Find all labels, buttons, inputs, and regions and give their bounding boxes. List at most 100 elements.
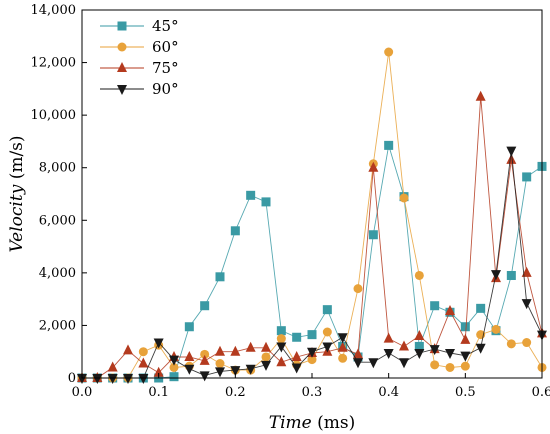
legend-label: 90° (152, 80, 179, 98)
data-point (276, 326, 286, 336)
data-point (246, 190, 256, 200)
data-point (215, 367, 225, 378)
data-point (291, 363, 302, 374)
y-tick-label: 0 (68, 371, 76, 386)
data-point (138, 347, 148, 357)
data-point (261, 360, 271, 371)
data-point (353, 348, 363, 359)
data-point (123, 374, 133, 384)
data-point (383, 332, 394, 343)
data-point (215, 345, 225, 356)
x-tick-label: 0.6 (532, 385, 550, 400)
legend-marker (117, 21, 127, 31)
data-point (261, 352, 271, 362)
data-point (169, 355, 179, 366)
data-point (230, 226, 240, 236)
data-point (445, 304, 455, 315)
data-point (475, 90, 486, 101)
data-point (368, 358, 379, 369)
data-point (445, 362, 455, 372)
data-point (199, 371, 210, 382)
data-point (77, 374, 87, 384)
y-tick-label: 14,000 (31, 3, 77, 18)
legend-label: 45° (152, 17, 179, 35)
data-point (107, 374, 118, 384)
data-point (399, 340, 409, 351)
y-axis-title-main: Velocity (7, 184, 27, 252)
data-point (92, 374, 103, 384)
legend-item: 90° (100, 80, 179, 98)
data-point (368, 161, 379, 172)
data-point (414, 349, 425, 360)
data-point (276, 342, 287, 353)
data-point (491, 270, 501, 281)
y-tick-label: 2,000 (39, 318, 76, 333)
data-point (338, 353, 348, 363)
series-layer (77, 47, 547, 384)
data-point (460, 322, 470, 332)
data-point (291, 350, 302, 361)
legend-marker (117, 42, 127, 52)
data-point (399, 358, 409, 369)
data-point (383, 349, 394, 360)
data-point (138, 357, 149, 368)
x-tick-label: 0.0 (72, 385, 93, 400)
x-tick-label: 0.3 (302, 385, 323, 400)
y-tick-label: 8,000 (39, 161, 76, 176)
data-point (522, 172, 532, 182)
x-tick-label: 0.4 (378, 385, 399, 400)
x-tick-label: 0.1 (148, 385, 169, 400)
data-point (384, 140, 394, 150)
data-point (322, 305, 332, 315)
data-point (460, 361, 470, 371)
data-point (384, 47, 394, 57)
legend-item: 45° (100, 17, 179, 35)
y-axis-title: Velocity (m/s) (7, 135, 27, 252)
data-point (460, 333, 471, 344)
data-point (138, 374, 149, 384)
series-0 (77, 140, 547, 383)
axis-layer: 0.0 0.1 0.2 0.3 0.4 0.5 0.6 0 2,000 4,000 6,000 8,0… (31, 3, 550, 400)
data-point (322, 342, 333, 353)
data-point (429, 345, 440, 356)
data-point (307, 355, 317, 365)
data-point (261, 341, 271, 352)
data-point (521, 299, 532, 310)
data-point (476, 303, 486, 313)
data-point (215, 272, 225, 282)
y-tick-label: 4,000 (39, 266, 76, 281)
data-point (307, 330, 317, 340)
data-point (506, 339, 516, 349)
data-point (200, 301, 210, 311)
data-point (368, 230, 378, 240)
data-point (307, 347, 317, 358)
y-tick-label: 12,000 (31, 56, 77, 71)
data-point (153, 366, 164, 377)
data-point (184, 322, 194, 332)
y-axis-title-unit: (m/s) (7, 135, 27, 184)
series-line (82, 150, 543, 379)
data-point (353, 284, 363, 294)
data-point (107, 361, 118, 372)
data-point (169, 362, 179, 372)
data-point (430, 360, 440, 370)
legend-item: 75° (100, 59, 179, 77)
legend-marker (117, 85, 127, 95)
legend-marker (117, 62, 127, 72)
data-point (153, 338, 164, 349)
x-axis-title-unit: (ms) (312, 413, 356, 433)
data-point (184, 350, 195, 361)
data-point (184, 364, 195, 375)
data-point (123, 344, 133, 355)
legend-item: 60° (100, 38, 179, 56)
data-point (200, 349, 210, 359)
data-point (491, 324, 501, 334)
data-point (230, 366, 241, 377)
data-point (522, 338, 532, 348)
data-point (506, 146, 517, 157)
data-point (276, 356, 287, 367)
data-point (475, 343, 486, 354)
data-point (506, 153, 517, 164)
legend-label: 60° (152, 38, 179, 56)
